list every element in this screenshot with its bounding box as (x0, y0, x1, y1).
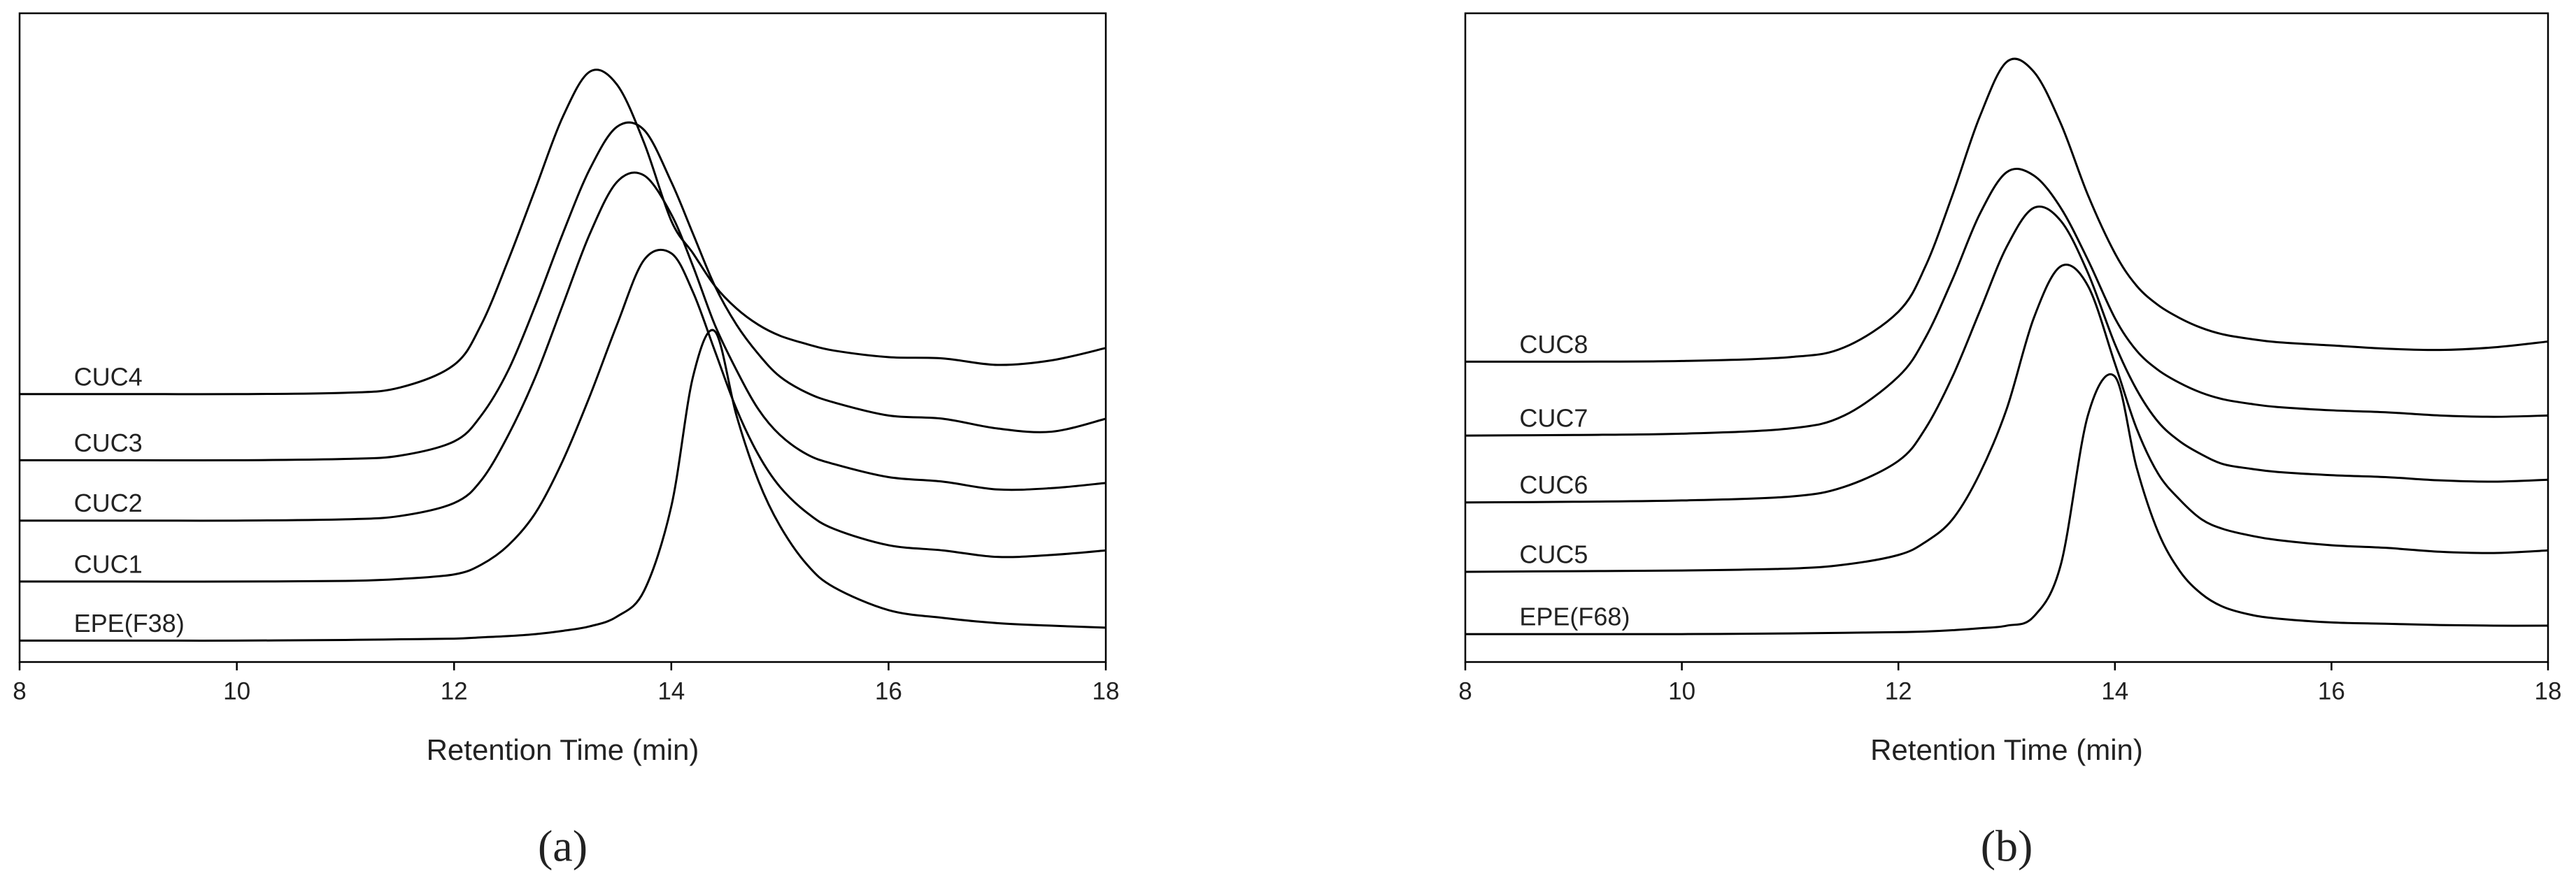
series-line (1465, 264, 2549, 573)
series-line (1465, 206, 2549, 504)
series-label: CUC5 (1519, 540, 1588, 569)
x-tick-label: 18 (1093, 677, 1120, 705)
series-line (20, 329, 1106, 642)
x-tick-label: 14 (2101, 677, 2128, 705)
series-label: CUC8 (1519, 330, 1588, 359)
series-label: CUC3 (74, 429, 143, 457)
x-tick-label: 12 (441, 677, 468, 705)
x-tick-label: 14 (657, 677, 685, 705)
x-axis-label: Retention Time (min) (1870, 733, 2143, 766)
series-line (1465, 373, 2549, 635)
x-tick-label: 16 (2318, 677, 2345, 705)
series-line (20, 248, 1106, 583)
chart: 8 10 12 14 16 18 Retention Time (min) (a) CUC4 CU… (13, 12, 1120, 871)
x-tick-label: 10 (1668, 677, 1695, 705)
series-label: CUC4 (74, 362, 143, 391)
series-label: EPE(F38) (74, 609, 185, 638)
series-line (19, 69, 1106, 396)
plot-frame (1464, 12, 2549, 663)
series-label: CUC2 (74, 489, 143, 517)
chart: 8 10 12 14 16 18 Retention Time (min) (b) CUC8 CU… (1458, 12, 2562, 871)
series-label: CUC7 (1519, 404, 1588, 433)
x-tick-label: 8 (13, 677, 26, 705)
x-axis-label: Retention Time (min) (427, 733, 699, 766)
series-line (20, 171, 1106, 522)
series-label: CUC6 (1519, 470, 1588, 499)
x-tick-label: 10 (223, 677, 250, 705)
plot-frame (18, 12, 1107, 663)
series-label: CUC1 (74, 549, 143, 578)
caption: (b) (1981, 821, 2033, 871)
series-line (1465, 57, 2549, 363)
series-label: EPE(F68) (1519, 603, 1630, 631)
caption: (a) (538, 821, 588, 871)
x-tick-label: 8 (1458, 677, 1472, 705)
series-line (1465, 168, 2549, 437)
series-line (19, 121, 1106, 462)
x-tick-label: 16 (875, 677, 902, 705)
x-tick-label: 12 (1885, 677, 1912, 705)
x-tick-label: 18 (2535, 677, 2562, 705)
